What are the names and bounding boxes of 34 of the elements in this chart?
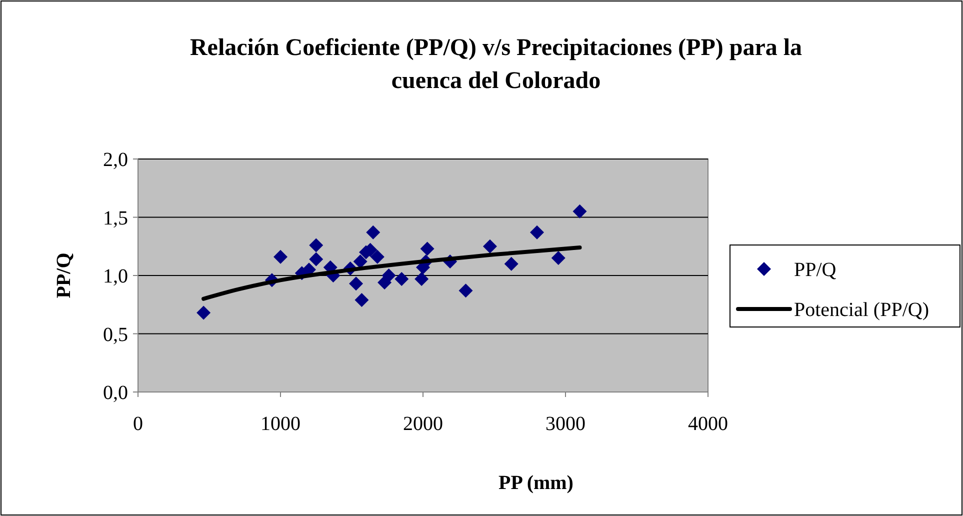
y-tick-label: 1,5 xyxy=(103,207,128,230)
x-tick-label: 3000 xyxy=(546,413,586,435)
y-tick-label: 2,0 xyxy=(103,149,128,171)
point xyxy=(370,250,384,264)
point xyxy=(353,254,368,269)
point xyxy=(349,276,364,291)
x-tick-label: 4000 xyxy=(688,413,728,435)
x-tick-label: 2000 xyxy=(403,413,443,435)
y-tick-label: 1,0 xyxy=(103,266,128,288)
y-axis-title: PP/Q xyxy=(53,252,75,298)
point xyxy=(394,272,409,286)
point xyxy=(572,204,587,218)
point xyxy=(414,272,429,286)
chart-title: Relación Coeficiente (PP/Q) v/s Precipitaciones (PP) para la cuenca del Colorado xyxy=(190,35,802,94)
point xyxy=(309,238,324,252)
point xyxy=(482,239,497,254)
point xyxy=(366,225,380,240)
point xyxy=(420,242,434,256)
point xyxy=(504,256,518,271)
legend-label: PP/Q xyxy=(794,259,837,281)
point xyxy=(354,292,369,307)
point xyxy=(551,251,566,266)
point xyxy=(458,284,473,298)
point xyxy=(274,250,288,264)
x-axis-title: PP (mm) xyxy=(498,472,574,494)
x-tick-label: 0 xyxy=(133,413,143,435)
point xyxy=(382,268,396,282)
x-tick-label: 1000 xyxy=(260,413,300,435)
y-tick-label: 0,5 xyxy=(103,324,128,346)
y-tick-label: 0,0 xyxy=(103,382,128,404)
point xyxy=(196,306,211,320)
legend-label: Potencial (PP/Q) xyxy=(794,299,929,321)
point xyxy=(309,252,324,266)
point xyxy=(530,225,544,240)
